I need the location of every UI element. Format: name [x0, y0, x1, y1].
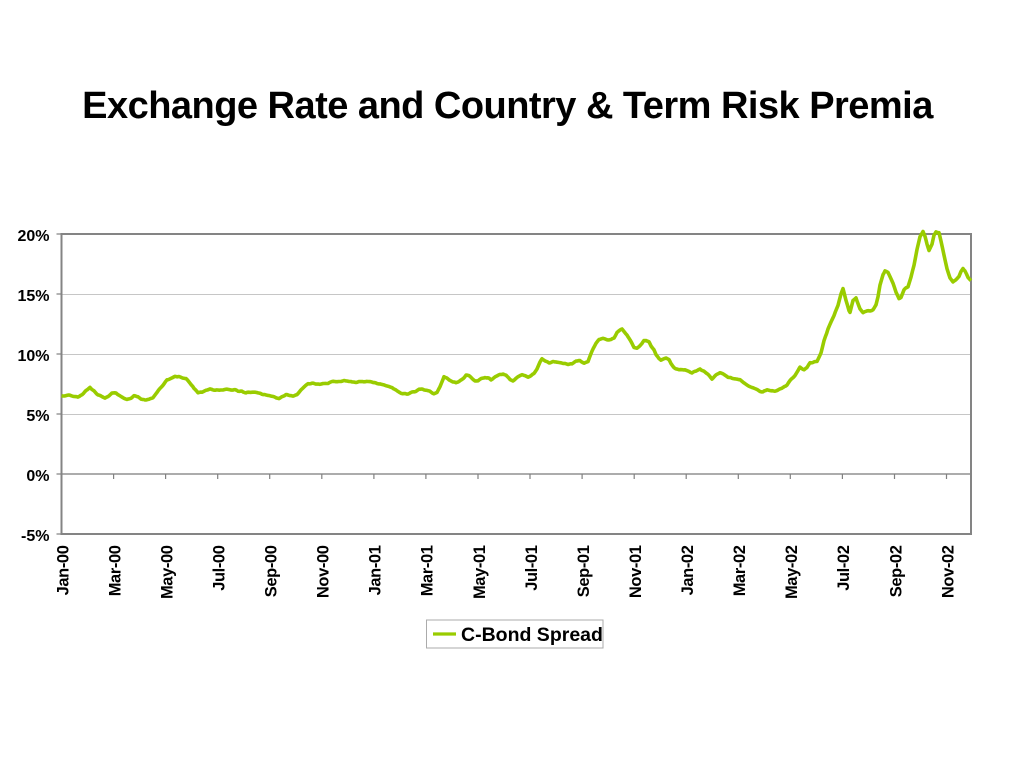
svg-text:Sep-01: Sep-01 — [575, 545, 593, 597]
svg-text:Mar-01: Mar-01 — [419, 545, 437, 596]
svg-text:May-02: May-02 — [783, 545, 801, 599]
svg-text:Jul-00: Jul-00 — [211, 545, 229, 591]
svg-text:Jan-00: Jan-00 — [54, 545, 72, 595]
svg-text:Jul-02: Jul-02 — [835, 545, 853, 591]
svg-text:Jan-02: Jan-02 — [679, 545, 697, 595]
svg-text:0%: 0% — [26, 468, 49, 485]
svg-text:15%: 15% — [17, 288, 49, 305]
svg-text:-5%: -5% — [21, 528, 49, 545]
svg-text:Jan-01: Jan-01 — [367, 545, 385, 595]
svg-text:May-00: May-00 — [158, 545, 176, 599]
svg-text:C-Bond Spread: C-Bond Spread — [461, 624, 603, 646]
svg-text:Nov-01: Nov-01 — [627, 545, 645, 598]
svg-text:Mar-00: Mar-00 — [106, 545, 124, 596]
svg-text:Nov-02: Nov-02 — [939, 545, 957, 598]
svg-text:Sep-00: Sep-00 — [263, 545, 281, 597]
svg-text:Mar-02: Mar-02 — [731, 545, 749, 596]
svg-text:5%: 5% — [26, 408, 49, 425]
svg-text:Jul-01: Jul-01 — [523, 545, 541, 591]
svg-text:20%: 20% — [17, 228, 49, 245]
svg-text:Nov-00: Nov-00 — [315, 545, 333, 598]
svg-text:10%: 10% — [17, 348, 49, 365]
svg-text:May-01: May-01 — [471, 545, 489, 599]
svg-text:Sep-02: Sep-02 — [887, 545, 905, 597]
